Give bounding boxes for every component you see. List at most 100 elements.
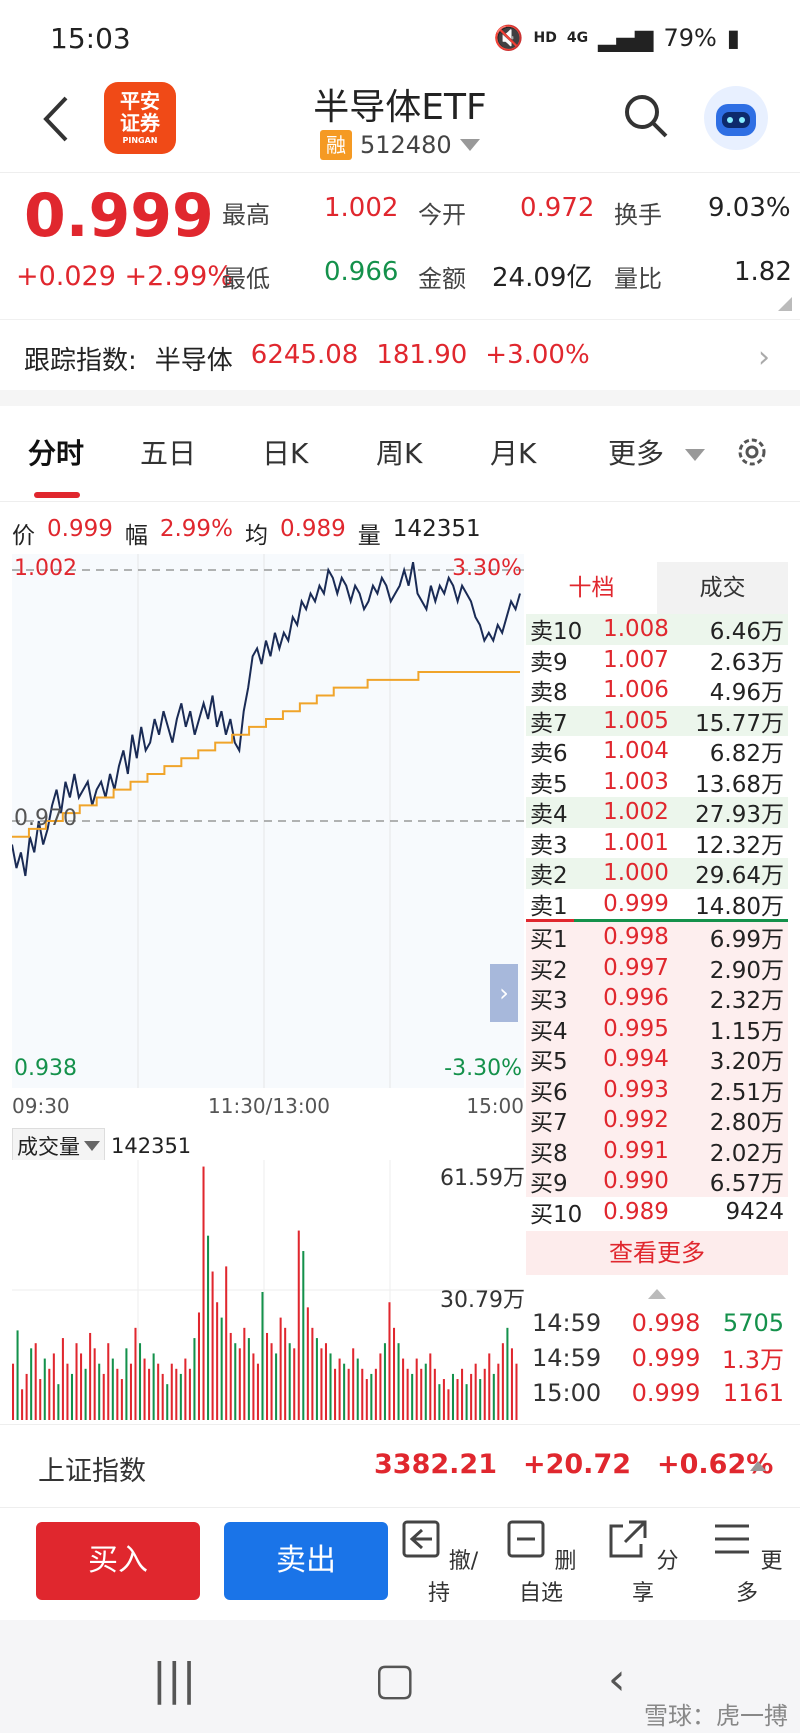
ask-row[interactable]: 卖4 1.002 27.93万 xyxy=(526,797,788,828)
tab-five-day[interactable]: 五日 xyxy=(140,437,197,470)
volume-bar xyxy=(66,1363,69,1420)
assistant-robot-icon[interactable] xyxy=(704,86,768,150)
volume-bar xyxy=(247,1338,250,1420)
ask-row[interactable]: 卖1 0.999 14.80万 xyxy=(526,889,788,920)
volume-bar xyxy=(152,1353,155,1420)
volume-ratio-label: 量比 xyxy=(614,265,662,293)
volume-chart-svg[interactable] xyxy=(12,1160,524,1420)
expand-order-book-button[interactable]: › xyxy=(490,964,518,1022)
back-icon[interactable] xyxy=(38,94,72,144)
tab-more[interactable]: 更多 xyxy=(608,432,705,472)
indicator-select[interactable]: 成交量 xyxy=(12,1128,105,1164)
view-more-button[interactable]: 查看更多 xyxy=(526,1231,788,1275)
ask-level-label: 卖5 xyxy=(530,771,568,798)
amount-value: 24.09亿 xyxy=(492,263,593,293)
volume-bar xyxy=(170,1363,173,1420)
volume-bar xyxy=(374,1368,377,1420)
volume-bar xyxy=(447,1389,450,1420)
bid-row[interactable]: 买5 0.994 3.20万 xyxy=(526,1044,788,1075)
cancel-hold-button[interactable]: 撤/持 xyxy=(394,1518,484,1607)
bid-row[interactable]: 买1 0.998 6.99万 xyxy=(526,922,788,953)
search-icon[interactable] xyxy=(622,92,670,140)
volume-bar xyxy=(225,1266,228,1420)
security-code-row[interactable]: 融 512480 xyxy=(320,130,480,160)
volume-bar xyxy=(483,1368,486,1420)
order-book: 十档 成交 卖10 1.008 6.46万 卖9 1.007 2.63万 卖8 1.… xyxy=(526,562,788,1410)
cancel-hold-label: 撤/持 xyxy=(427,1549,479,1606)
expand-corner-icon[interactable] xyxy=(778,297,792,311)
share-label: 分享 xyxy=(631,1549,679,1606)
bid-row[interactable]: 买10 0.989 9424 xyxy=(526,1197,788,1228)
volume-bar xyxy=(84,1368,87,1420)
collapse-up-icon[interactable] xyxy=(648,1289,666,1299)
bid-volume: 9424 xyxy=(725,1198,784,1225)
volume-bar xyxy=(334,1368,337,1420)
volume-bar xyxy=(48,1368,51,1420)
bid-row[interactable]: 买3 0.996 2.32万 xyxy=(526,983,788,1014)
volume-bar xyxy=(139,1343,142,1420)
bid-price: 0.992 xyxy=(603,1107,669,1134)
buy-button[interactable]: 买入 xyxy=(36,1522,200,1600)
tracking-index-row[interactable]: 跟踪指数: 半导体 6245.08 181.90 +3.00% › xyxy=(0,320,800,390)
volume-bar xyxy=(370,1373,373,1420)
volume-bar xyxy=(243,1327,246,1420)
ask-row[interactable]: 卖3 1.001 12.32万 xyxy=(526,828,788,859)
share-button[interactable]: 分享 xyxy=(598,1518,688,1607)
ask-row[interactable]: 卖10 1.008 6.46万 xyxy=(526,614,788,645)
remove-watchlist-label: 删自选 xyxy=(518,1549,577,1606)
remove-watchlist-button[interactable]: 删自选 xyxy=(496,1518,586,1607)
volume-bar xyxy=(451,1373,455,1420)
volume-bar xyxy=(501,1343,504,1420)
tick-price: 0.999 xyxy=(631,1378,701,1407)
tab-monthly-k[interactable]: 月K xyxy=(490,437,537,470)
volume-bar xyxy=(143,1358,146,1420)
ask-row[interactable]: 卖2 1.000 29.64万 xyxy=(526,858,788,889)
bid-row[interactable]: 买6 0.993 2.51万 xyxy=(526,1074,788,1106)
page-title: 半导体ETF xyxy=(313,87,487,128)
bid-level-label: 买4 xyxy=(530,1018,568,1045)
bid-row[interactable]: 买9 0.990 6.57万 xyxy=(526,1166,788,1197)
tab-trades[interactable]: 成交 xyxy=(657,562,788,614)
ask-volume: 14.80万 xyxy=(695,893,784,920)
volume-bar xyxy=(157,1363,160,1420)
bid-row[interactable]: 买8 0.991 2.02万 xyxy=(526,1135,788,1167)
bid-row[interactable]: 买7 0.992 2.80万 xyxy=(526,1105,788,1136)
index-ticker-bar[interactable]: 上证指数 3382.21 +20.72 +0.62% xyxy=(0,1424,800,1508)
volume-bar xyxy=(365,1379,368,1420)
security-code: 512480 xyxy=(360,131,452,159)
spread-divider-accent xyxy=(526,919,574,922)
average-line xyxy=(12,670,520,838)
ask-row[interactable]: 卖8 1.006 4.96万 xyxy=(526,675,788,706)
sell-button[interactable]: 卖出 xyxy=(224,1522,388,1600)
ask-row[interactable]: 卖6 1.004 6.82万 xyxy=(526,736,788,767)
ask-level-label: 卖6 xyxy=(530,741,568,768)
high-value: 1.002 xyxy=(324,193,399,223)
bid-row[interactable]: 买2 0.997 2.90万 xyxy=(526,952,788,984)
tab-weekly-k[interactable]: 周K xyxy=(376,437,423,470)
bid-volume: 3.20万 xyxy=(709,1049,784,1076)
tab-intraday[interactable]: 分时 xyxy=(28,437,85,470)
tick-price: 0.998 xyxy=(631,1308,701,1337)
ask-list: 卖10 1.008 6.46万 卖9 1.007 2.63万 卖8 1.006 4.… xyxy=(526,614,788,920)
recent-apps-icon[interactable]: ||| xyxy=(152,1654,197,1705)
hd-indicator: HD xyxy=(533,30,557,46)
tab-ten-levels[interactable]: 十档 xyxy=(568,575,615,601)
bid-row[interactable]: 买4 0.995 1.15万 xyxy=(526,1013,788,1045)
ask-row[interactable]: 卖5 1.003 13.68万 xyxy=(526,767,788,798)
intraday-chart[interactable]: 1.002 3.30% 0.970 0.938 -3.30% xyxy=(12,554,524,1088)
gear-icon[interactable] xyxy=(734,434,770,470)
volume-bar xyxy=(442,1379,445,1420)
bid-level-label: 买7 xyxy=(530,1110,568,1137)
back-nav-icon[interactable]: ‹ xyxy=(608,1654,626,1705)
bid-volume: 2.51万 xyxy=(709,1079,784,1106)
more-button[interactable]: 更多 xyxy=(702,1518,792,1607)
tab-daily-k[interactable]: 日K xyxy=(262,437,309,470)
home-icon[interactable]: ▢ xyxy=(374,1654,416,1705)
section-divider xyxy=(0,390,800,406)
ask-row[interactable]: 卖9 1.007 2.63万 xyxy=(526,645,788,676)
price-change: +0.029 +2.99% xyxy=(16,261,233,292)
bid-volume: 2.32万 xyxy=(709,988,784,1015)
ask-price: 1.006 xyxy=(603,677,669,704)
ask-volume: 6.82万 xyxy=(709,741,784,768)
ask-row[interactable]: 卖7 1.005 15.77万 xyxy=(526,705,788,737)
